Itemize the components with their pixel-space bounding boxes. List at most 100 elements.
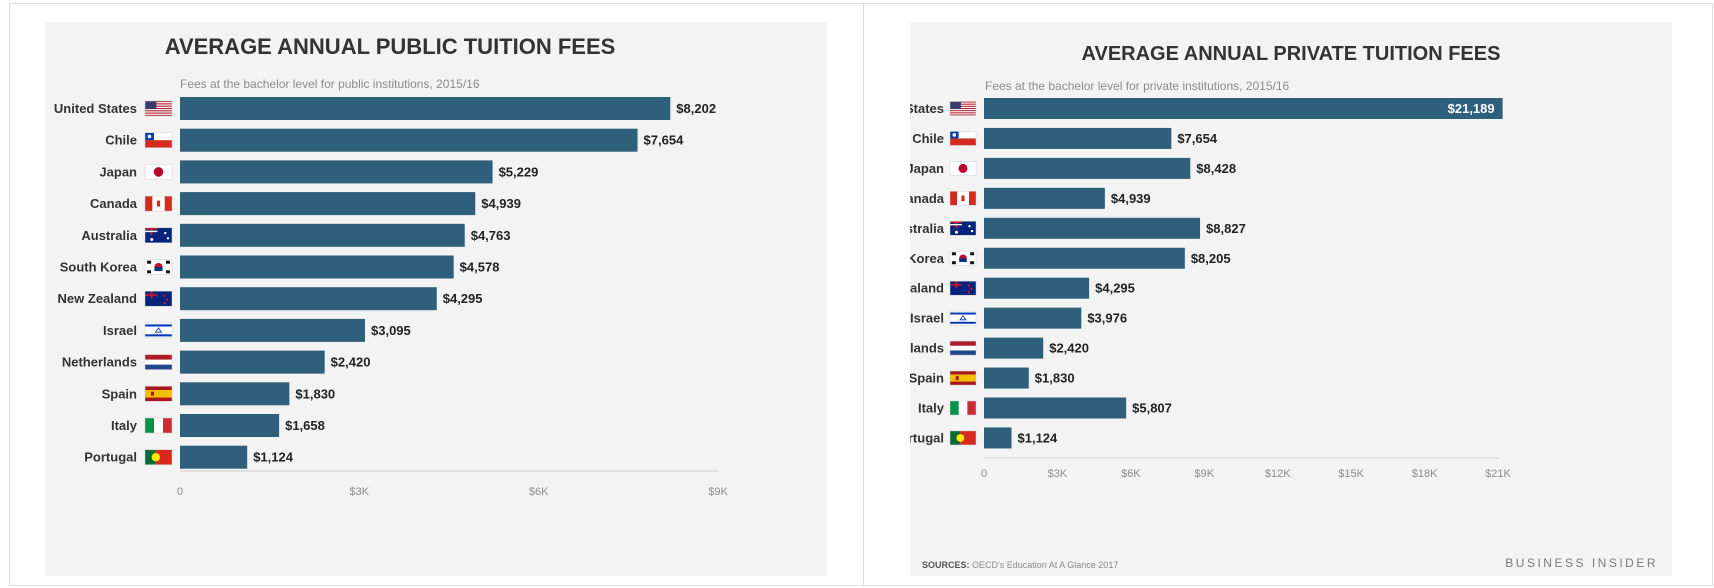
private-tuition-chart: AVERAGE ANNUAL PRIVATE TUITION FEES Fees … (910, 22, 1672, 576)
category-label: Japan (99, 164, 137, 179)
x-tick-label: $6K (1121, 468, 1141, 480)
bar (984, 98, 1503, 119)
bar (180, 287, 437, 311)
chart-subtitle: Fees at the bachelor level for public in… (180, 77, 480, 91)
bar (180, 445, 248, 469)
new-zealand-flag-icon (144, 290, 173, 307)
netherlands-flag-icon (949, 340, 977, 356)
x-tick-label: 0 (981, 468, 987, 480)
category-label: Israel (910, 311, 944, 326)
australia-flag-icon (144, 227, 173, 244)
israel-flag-icon (949, 310, 977, 326)
value-label: $4,763 (471, 228, 511, 243)
category-label: Italy (111, 418, 138, 433)
x-tick-label: $3K (1048, 468, 1068, 480)
south-korea-flag-icon (949, 251, 977, 266)
bar (180, 97, 671, 120)
netherlands-flag-icon (144, 354, 173, 370)
public-tuition-chart-svg: AVERAGE ANNUAL PUBLIC TUITION FEES Fees a… (54, 34, 729, 498)
value-label: $5,229 (499, 164, 539, 179)
value-label: $8,205 (1191, 251, 1231, 266)
bar (984, 217, 1201, 239)
value-label: $21,189 (1448, 101, 1495, 116)
bar (984, 397, 1127, 419)
category-label: New Zealand (58, 291, 138, 306)
sources-note: SOURCES: OECD's Education At A Glance 20… (922, 560, 1118, 570)
chart-title: AVERAGE ANNUAL PRIVATE TUITION FEES (1082, 43, 1501, 65)
bar (984, 427, 1012, 449)
bar (180, 350, 325, 374)
italy-flag-icon (949, 400, 977, 416)
category-label: South Korea (910, 251, 945, 266)
bar (984, 307, 1082, 329)
x-tick-label: 0 (177, 486, 183, 498)
value-label: $1,830 (1035, 371, 1075, 386)
value-label: $1,124 (253, 450, 294, 465)
category-label: Netherlands (62, 355, 137, 370)
value-label: $4,578 (460, 260, 500, 275)
x-tick-label: $3K (350, 486, 370, 498)
value-label: $3,976 (1087, 311, 1127, 326)
bar (180, 318, 366, 342)
spain-flag-icon (949, 370, 977, 386)
category-label: Australia (910, 221, 945, 236)
x-tick-label: $21K (1485, 468, 1511, 480)
value-label: $2,420 (1049, 341, 1089, 356)
bar (984, 187, 1105, 209)
x-tick-label: $6K (529, 486, 549, 498)
chile-flag-icon (949, 131, 977, 146)
category-label: Japan (910, 161, 944, 176)
value-label: $4,295 (443, 291, 483, 306)
chart-subtitle: Fees at the bachelor level for private i… (985, 79, 1290, 93)
value-label: $4,939 (1111, 191, 1151, 206)
spain-flag-icon (144, 386, 173, 402)
business-insider-logo: BUSINESS INSIDER (1505, 556, 1658, 570)
south-korea-flag-icon (144, 259, 173, 275)
category-label: New Zealand (910, 281, 944, 296)
category-label: Spain (102, 386, 137, 401)
bar (984, 367, 1029, 389)
sources-label: SOURCES: (922, 560, 970, 570)
value-label: $8,428 (1196, 161, 1236, 176)
bar (180, 128, 638, 152)
us-flag-icon (144, 100, 173, 117)
category-label: Italy (918, 401, 945, 416)
bar (180, 255, 454, 279)
bar (984, 247, 1185, 269)
bar (180, 223, 465, 247)
bar (180, 414, 280, 437)
x-tick-label: $18K (1412, 468, 1438, 480)
category-label: Canada (90, 196, 138, 211)
italy-flag-icon (144, 417, 173, 434)
category-label: Chile (912, 131, 944, 146)
bar (984, 157, 1191, 179)
bar (984, 277, 1090, 299)
x-tick-label: $9K (708, 486, 728, 498)
us-flag-icon (949, 101, 977, 116)
category-label: United States (910, 101, 944, 116)
category-label: Portugal (84, 450, 137, 465)
value-label: $5,807 (1132, 401, 1172, 416)
bar (180, 160, 493, 184)
israel-flag-icon (144, 322, 173, 339)
canada-flag-icon (949, 191, 977, 206)
portugal-flag-icon (949, 430, 977, 446)
x-tick-label: $12K (1265, 468, 1291, 480)
value-label: $7,654 (1177, 131, 1218, 146)
bar (984, 127, 1172, 149)
value-label: $1,658 (285, 418, 325, 433)
value-label: $8,202 (676, 101, 716, 116)
value-label: $1,124 (1018, 430, 1059, 445)
new-zealand-flag-icon (949, 280, 977, 296)
value-label: $4,295 (1095, 281, 1135, 296)
category-label: South Korea (60, 260, 138, 275)
bar (984, 337, 1044, 359)
japan-flag-icon (949, 161, 977, 176)
x-tick-label: $9K (1194, 468, 1214, 480)
chile-flag-icon (144, 132, 173, 148)
japan-flag-icon (144, 164, 173, 180)
value-label: $8,827 (1206, 221, 1246, 236)
category-label: Australia (81, 228, 137, 243)
value-label: $2,420 (331, 355, 371, 370)
category-label: Chile (105, 133, 137, 148)
